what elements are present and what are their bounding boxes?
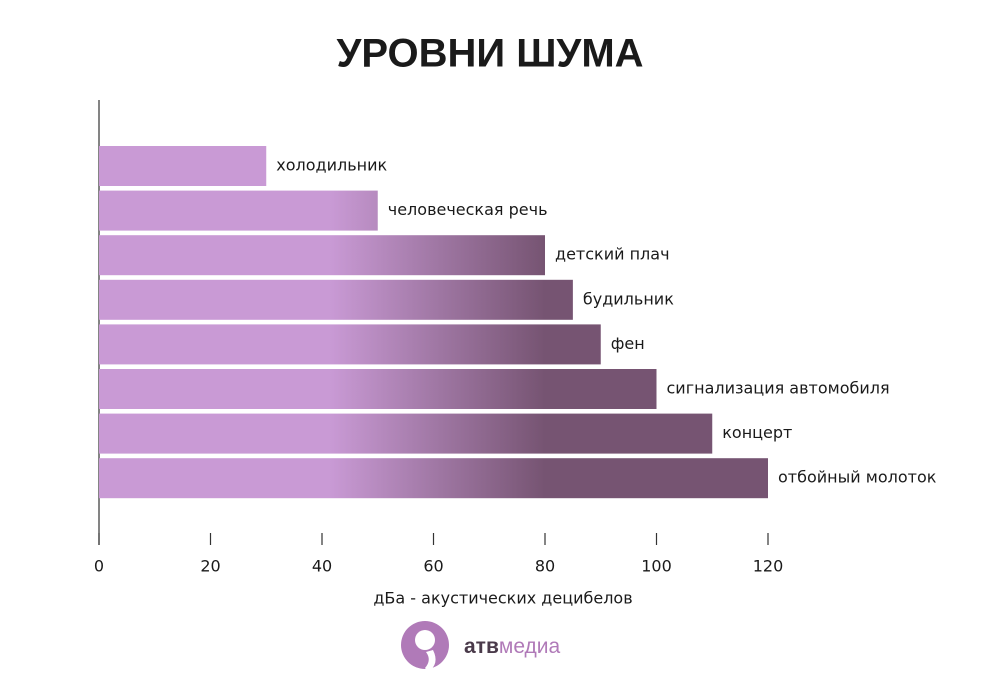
bar xyxy=(99,235,545,276)
bar xyxy=(99,190,378,231)
x-tick-label: 120 xyxy=(753,557,784,576)
bar xyxy=(99,279,573,320)
bar xyxy=(99,146,267,186)
x-tick-label: 60 xyxy=(423,557,443,576)
bar xyxy=(99,458,768,499)
x-axis-title: дБа - акустических децибелов xyxy=(373,589,632,608)
bar-label: человеческая речь xyxy=(388,200,548,219)
x-tick-label: 40 xyxy=(312,557,332,576)
bar-label: холодильник xyxy=(276,156,387,175)
bar xyxy=(99,369,657,409)
bar xyxy=(99,324,601,365)
x-tick-label: 20 xyxy=(200,557,220,576)
logo-light: медиа xyxy=(499,635,561,658)
bar-label: отбойный молоток xyxy=(778,468,937,487)
logo: атвмедиа xyxy=(401,621,561,672)
bar-label: концерт xyxy=(722,423,792,442)
x-tick-label: 80 xyxy=(535,557,555,576)
bar-label: будильник xyxy=(583,289,674,308)
bar-label: фен xyxy=(611,334,645,353)
logo-bold: атв xyxy=(464,635,499,658)
bar-label: сигнализация автомобиля xyxy=(667,379,890,398)
x-tick-label: 0 xyxy=(94,557,104,576)
x-tick-label: 100 xyxy=(641,557,672,576)
bar xyxy=(99,413,713,454)
chart-title: УРОВНИ ШУМА xyxy=(336,32,643,76)
bar-label: детский плач xyxy=(555,245,670,264)
logo-hole xyxy=(415,630,435,650)
logo-text: атвмедиа xyxy=(464,635,561,658)
logo-tail xyxy=(425,650,436,672)
